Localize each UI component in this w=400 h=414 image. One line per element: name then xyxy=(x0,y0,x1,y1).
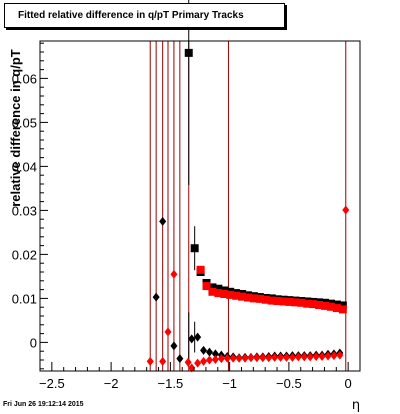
diamond-point xyxy=(288,352,296,362)
square-point xyxy=(255,294,264,303)
diamond-point xyxy=(200,356,208,366)
square-point xyxy=(249,294,258,303)
diamond-point xyxy=(229,353,237,363)
square-point xyxy=(208,287,217,296)
diamond-point xyxy=(271,352,279,362)
square-point xyxy=(190,244,199,253)
x-tick-label: −1.5 xyxy=(158,376,184,391)
square-point xyxy=(267,296,276,305)
square-point xyxy=(309,300,318,309)
y-tick-label: 0.01 xyxy=(12,291,37,306)
diamond-point xyxy=(205,347,213,357)
y-tick-label: 0.02 xyxy=(12,247,37,262)
x-axis-label: η xyxy=(352,398,360,413)
diamond-point xyxy=(342,205,350,215)
diamond-point xyxy=(300,352,308,362)
square-point xyxy=(321,301,330,310)
square-point xyxy=(208,283,217,292)
square-point xyxy=(303,299,312,308)
square-point xyxy=(279,297,288,306)
diamond-point xyxy=(200,345,208,355)
vertical-lines xyxy=(149,41,347,371)
diamond-point xyxy=(146,356,154,366)
diamond-point xyxy=(184,357,192,367)
diamond-point xyxy=(170,269,178,279)
diamond-point xyxy=(253,353,261,363)
diamond-point xyxy=(211,355,219,365)
diamond-point xyxy=(259,353,267,363)
diamond-point xyxy=(194,332,202,342)
square-point xyxy=(297,298,306,307)
data-marks xyxy=(146,48,350,373)
y-tick-label: 0.03 xyxy=(12,203,37,218)
square-point xyxy=(338,305,347,314)
square-point xyxy=(326,302,335,311)
diamond-point xyxy=(294,352,302,362)
y-tick-label: 0.04 xyxy=(12,159,37,174)
y-tick-label: 0.05 xyxy=(12,115,37,130)
diamond-point xyxy=(159,216,167,226)
diamond-point xyxy=(223,353,231,363)
diamond-point xyxy=(159,356,167,366)
axes: 0 0.01 0.02 0.03 0.04 0.05 0.06 −2.5 −2 −1.5 −1 −0.… xyxy=(12,42,361,391)
square-point xyxy=(196,265,205,274)
chart-title: Fitted relative difference in q/pT Prima… xyxy=(4,3,285,28)
square-point xyxy=(291,298,300,307)
diamond-point xyxy=(283,352,291,362)
square-point xyxy=(214,289,223,298)
square-point xyxy=(184,48,193,57)
square-point xyxy=(285,297,294,306)
plot-frame xyxy=(39,40,361,372)
diamond-point xyxy=(152,292,160,302)
x-tick-label: 0 xyxy=(345,376,352,391)
diamond-point xyxy=(188,334,196,344)
diamond-point xyxy=(324,351,332,361)
diamond-point xyxy=(188,363,196,373)
diamond-point xyxy=(205,355,213,365)
diamond-point xyxy=(176,354,184,364)
square-point xyxy=(220,290,229,298)
diamond-point xyxy=(318,351,326,361)
diamond-point xyxy=(170,341,178,351)
diamond-point xyxy=(217,354,225,364)
square-point xyxy=(244,293,252,302)
square-point xyxy=(315,301,324,309)
square-point xyxy=(261,295,270,304)
diamond-point xyxy=(306,352,314,362)
square-point xyxy=(202,282,211,291)
diamond-point xyxy=(265,353,273,363)
timestamp-footer: Fri Jun 26 19:12:14 2015 xyxy=(3,401,84,408)
square-point xyxy=(238,292,247,301)
diamond-point xyxy=(277,352,285,362)
square-point xyxy=(332,304,341,313)
y-tick-label: 0.06 xyxy=(12,71,37,86)
x-tick-label: −0.5 xyxy=(276,376,302,391)
diamond-point xyxy=(247,353,255,363)
x-tick-label: −2.5 xyxy=(39,376,65,391)
y-axis-label: relative difference in q/pT xyxy=(8,49,23,207)
diamond-point xyxy=(336,350,344,360)
square-point xyxy=(273,297,282,306)
diamond-point xyxy=(235,353,243,363)
diamond-point xyxy=(211,349,219,359)
x-tick-label: −2 xyxy=(104,376,119,391)
diamond-point xyxy=(194,358,202,368)
square-point xyxy=(232,291,241,300)
x-tick-label: −1 xyxy=(222,376,237,391)
diamond-point xyxy=(312,351,320,361)
diamond-point xyxy=(241,353,249,363)
square-point xyxy=(226,290,235,299)
diamond-point xyxy=(164,327,172,337)
square-point xyxy=(214,284,223,293)
diamond-point xyxy=(330,351,338,361)
y-tick-label: 0 xyxy=(30,335,37,350)
